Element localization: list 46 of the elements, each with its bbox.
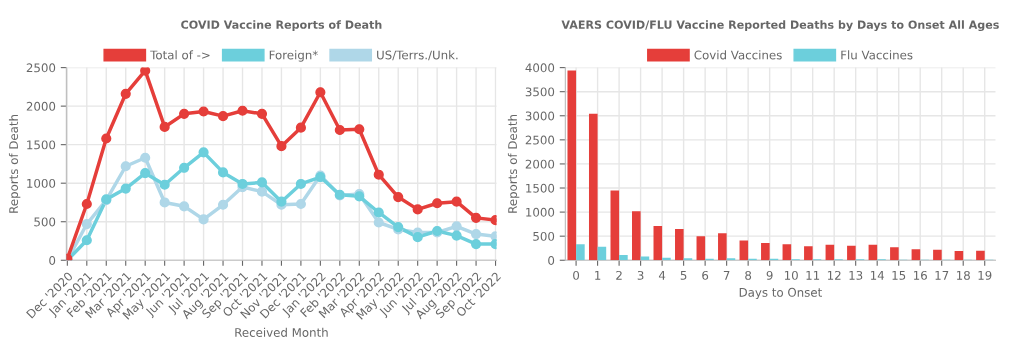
y-axis-title: Reports of Death [8, 115, 21, 213]
legend-label: Total of -> [150, 50, 210, 60]
y-tick-label: 3000 [525, 111, 555, 121]
chart-title: COVID Vaccine Reports of Death [181, 20, 382, 32]
x-tick-label: 6 [702, 270, 709, 280]
x-tick-label: 0 [573, 270, 580, 280]
chart-title: VAERS COVID/FLU Vaccine Reported Deaths by Days to Onset All Ages [561, 20, 999, 32]
x-tick-label: 5 [680, 271, 687, 280]
x-tick-label: 18 [957, 270, 970, 280]
x-tick-label: 14 [870, 271, 885, 280]
x-tick-label: 7 [723, 271, 730, 280]
x-axis-title: Days to Onset [739, 287, 822, 300]
y-axis-title: Reports of Death [507, 115, 520, 213]
y-tick-label: 1000 [27, 178, 56, 188]
y-tick-label: 2000 [525, 159, 555, 169]
x-tick-label: 10 [784, 270, 798, 280]
x-tick-label: 4 [658, 271, 666, 280]
legend-label: Covid Vaccines [694, 50, 782, 60]
x-tick-label: 16 [913, 270, 927, 280]
y-tick-label: 4000 [525, 63, 555, 73]
y-tick-label: 0 [49, 255, 56, 265]
x-tick-label: 9 [766, 270, 773, 280]
x-tick-label: 19 [978, 270, 992, 280]
y-tick-label: 1000 [526, 207, 555, 217]
y-tick-label: 2000 [26, 101, 56, 111]
y-tick-label: 1500 [526, 183, 555, 193]
y-tick-label: 500 [533, 231, 555, 241]
x-tick-label: 8 [745, 270, 752, 280]
y-tick-label: 2500 [26, 63, 56, 73]
y-tick-label: 1500 [27, 140, 56, 150]
x-tick-label: 2 [616, 270, 622, 280]
legend-label: Flu Vaccines [841, 50, 913, 60]
x-axis-title: Received Month [235, 327, 328, 337]
y-tick-label: 2500 [525, 135, 555, 145]
y-tick-label: 3500 [525, 87, 555, 97]
x-tick-label: 1 [595, 271, 601, 280]
x-tick-label: 17 [935, 271, 949, 280]
x-tick-label: 3 [637, 270, 644, 280]
legend-label: Foreign* [269, 50, 318, 62]
legend-label: US/Terrs./Unk. [377, 50, 458, 61]
y-tick-label: 0 [548, 255, 555, 265]
x-tick-label: 12 [827, 270, 841, 280]
x-tick-label: 11 [806, 271, 820, 280]
y-tick-label: 500 [34, 217, 56, 227]
x-tick-label: 13 [849, 270, 863, 280]
x-tick-label: 15 [892, 271, 906, 280]
